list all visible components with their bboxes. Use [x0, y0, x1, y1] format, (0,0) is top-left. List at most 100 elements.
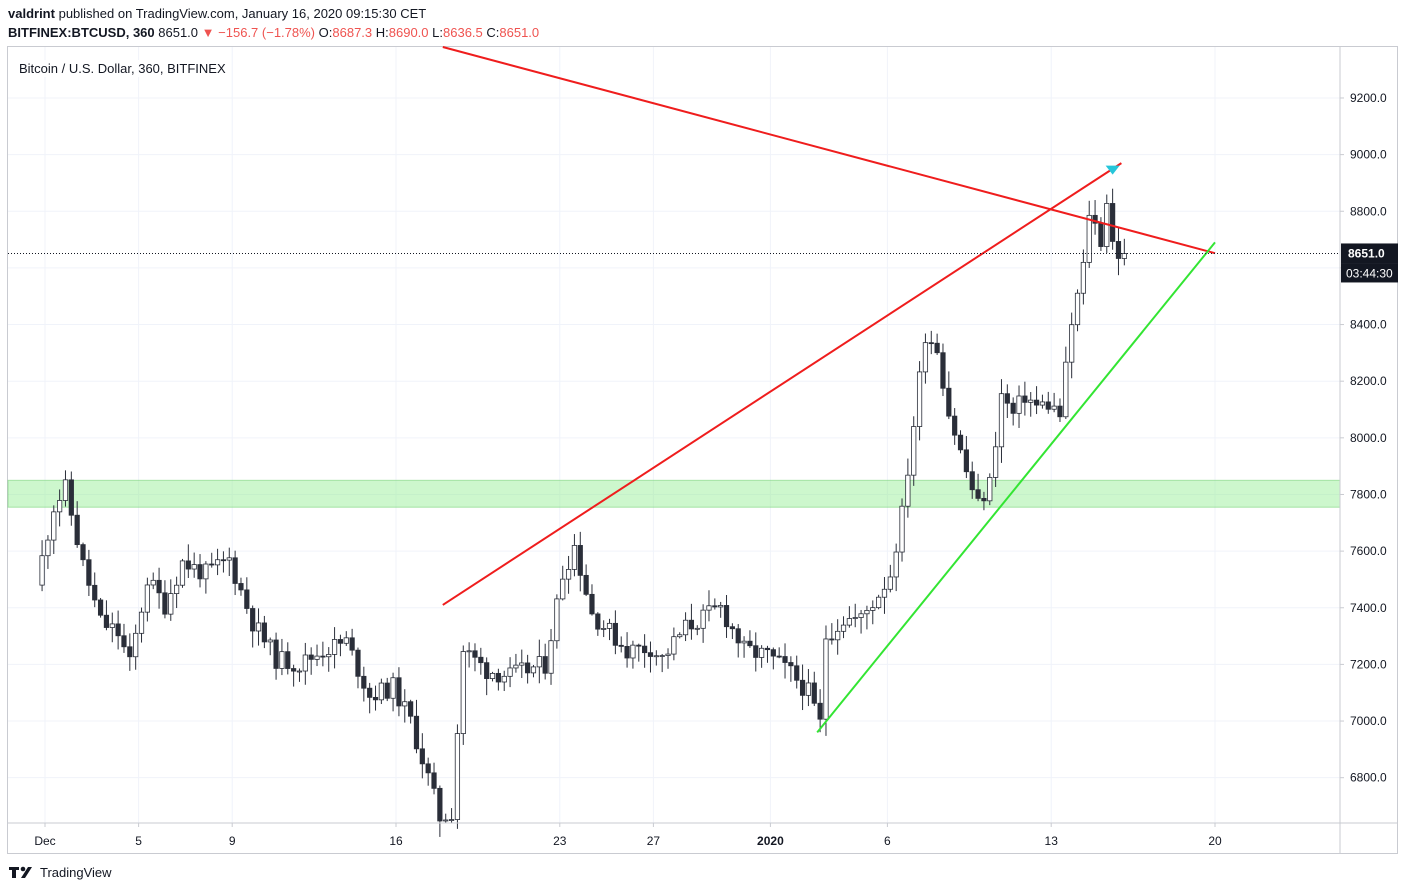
trendline[interactable] — [442, 46, 1216, 255]
candle[interactable] — [624, 632, 630, 668]
trendline[interactable] — [442, 162, 1122, 606]
candle[interactable] — [677, 632, 683, 639]
candle[interactable] — [244, 577, 250, 614]
candle[interactable] — [1074, 289, 1081, 332]
candle[interactable] — [764, 645, 771, 663]
candle[interactable] — [998, 379, 1005, 463]
candle[interactable] — [905, 458, 911, 518]
candle[interactable] — [530, 664, 537, 678]
candle[interactable] — [618, 636, 624, 653]
candle[interactable] — [419, 733, 425, 779]
candle[interactable] — [1016, 385, 1022, 428]
candle[interactable] — [969, 461, 975, 499]
candle[interactable] — [168, 579, 174, 621]
candle[interactable] — [273, 632, 279, 680]
candle[interactable] — [326, 647, 332, 672]
candle[interactable] — [963, 436, 969, 479]
candle[interactable] — [1004, 384, 1010, 418]
candle[interactable] — [238, 577, 244, 596]
candle[interactable] — [647, 641, 654, 673]
candle[interactable] — [261, 615, 267, 649]
candle[interactable] — [630, 640, 636, 669]
candle[interactable] — [209, 552, 215, 568]
candle[interactable] — [940, 343, 946, 397]
candle[interactable] — [367, 682, 373, 714]
candle[interactable] — [776, 647, 782, 659]
candle[interactable] — [1010, 397, 1016, 426]
candle[interactable] — [255, 608, 262, 646]
candle[interactable] — [560, 565, 566, 601]
candle[interactable] — [589, 584, 595, 616]
candle[interactable] — [946, 371, 952, 420]
candle[interactable] — [829, 623, 835, 645]
candle[interactable] — [390, 672, 396, 712]
candle[interactable] — [232, 550, 238, 596]
candle[interactable] — [349, 628, 355, 656]
candle[interactable] — [694, 625, 700, 636]
candle[interactable] — [513, 653, 519, 673]
candle[interactable] — [881, 577, 888, 614]
candle[interactable] — [80, 542, 86, 567]
candle[interactable] — [665, 648, 671, 669]
support-zone[interactable] — [7, 479, 1341, 508]
candle[interactable] — [606, 618, 613, 641]
candle[interactable] — [115, 610, 121, 650]
candle[interactable] — [197, 554, 203, 588]
candle[interactable] — [975, 473, 981, 502]
candle[interactable] — [97, 597, 104, 618]
candle[interactable] — [934, 333, 940, 355]
candle[interactable] — [448, 808, 455, 824]
candle[interactable] — [928, 330, 934, 355]
price-axis[interactable]: 6800.0 7000.0 7200.0 7400.0 7600.0 7800.0 8000… — [1340, 91, 1387, 785]
candle[interactable] — [706, 590, 712, 622]
candle[interactable] — [612, 610, 618, 655]
candle[interactable] — [285, 642, 291, 675]
candle[interactable] — [899, 498, 905, 562]
candle[interactable] — [220, 551, 227, 573]
candle[interactable] — [876, 594, 882, 610]
candle[interactable] — [548, 628, 554, 685]
candle[interactable] — [1051, 392, 1057, 413]
candle[interactable] — [413, 699, 420, 754]
candle[interactable] — [425, 757, 431, 786]
candle[interactable] — [1092, 200, 1098, 235]
candle[interactable] — [682, 612, 689, 642]
candle[interactable] — [688, 603, 695, 640]
candle[interactable] — [1086, 200, 1092, 268]
candle[interactable] — [571, 534, 578, 577]
candle[interactable] — [565, 555, 572, 594]
candle[interactable] — [133, 624, 139, 670]
candle[interactable] — [226, 547, 232, 577]
candle[interactable] — [127, 633, 133, 671]
candle[interactable] — [396, 667, 402, 717]
candle[interactable] — [811, 671, 817, 707]
candle[interactable] — [372, 685, 379, 711]
candle[interactable] — [1057, 398, 1063, 422]
candle[interactable] — [1069, 312, 1075, 379]
candle[interactable] — [144, 577, 150, 622]
candle[interactable] — [179, 558, 186, 588]
candle[interactable] — [519, 649, 525, 679]
candle[interactable] — [185, 544, 191, 578]
candle[interactable] — [1121, 238, 1127, 266]
candle[interactable] — [267, 637, 273, 656]
candle[interactable] — [741, 636, 747, 658]
candle[interactable] — [993, 431, 999, 487]
candle[interactable] — [536, 639, 542, 684]
candle[interactable] — [68, 471, 74, 526]
candle[interactable] — [460, 645, 466, 745]
candle[interactable] — [840, 616, 847, 639]
candle[interactable] — [408, 699, 414, 724]
candle[interactable] — [291, 664, 297, 687]
candle[interactable] — [1033, 386, 1040, 415]
candle[interactable] — [495, 668, 501, 691]
candle[interactable] — [595, 612, 601, 636]
candle[interactable] — [103, 600, 110, 631]
candle[interactable] — [331, 627, 338, 669]
candle[interactable] — [642, 634, 648, 668]
candle[interactable] — [302, 642, 308, 685]
candle[interactable] — [162, 580, 168, 619]
candle[interactable] — [846, 606, 852, 628]
candle[interactable] — [805, 669, 812, 707]
candle[interactable] — [1022, 381, 1028, 416]
